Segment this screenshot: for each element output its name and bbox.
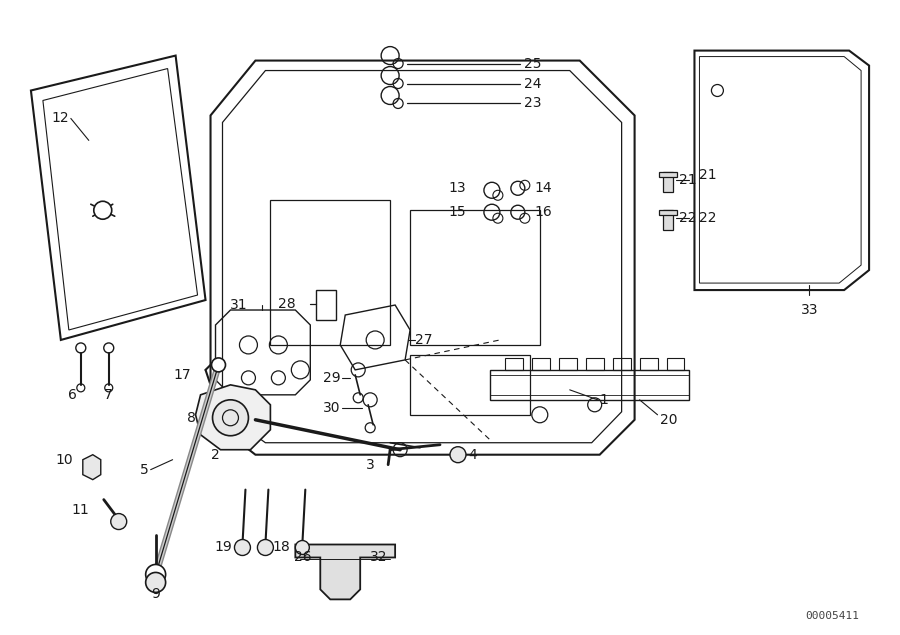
Text: 32: 32 — [370, 551, 388, 565]
Text: 00005411: 00005411 — [806, 612, 860, 621]
Text: 22: 22 — [680, 211, 697, 225]
Polygon shape — [83, 455, 101, 479]
Text: 23: 23 — [524, 97, 541, 110]
Text: 8: 8 — [186, 411, 195, 425]
Circle shape — [146, 565, 166, 584]
Text: 20: 20 — [660, 413, 677, 427]
Text: 19: 19 — [215, 540, 232, 554]
Text: 21: 21 — [680, 173, 698, 187]
Text: 7: 7 — [104, 388, 113, 402]
Text: 16: 16 — [535, 205, 553, 219]
Circle shape — [450, 446, 466, 463]
Text: 9: 9 — [151, 587, 160, 601]
Text: 5: 5 — [140, 463, 148, 477]
Polygon shape — [195, 385, 270, 450]
Text: 33: 33 — [800, 303, 818, 317]
Text: 26: 26 — [293, 551, 311, 565]
Text: 21: 21 — [699, 168, 717, 182]
Text: 28: 28 — [278, 297, 295, 311]
Polygon shape — [295, 544, 395, 599]
Text: 12: 12 — [51, 111, 68, 126]
Circle shape — [212, 358, 226, 372]
Polygon shape — [659, 172, 677, 177]
Text: 14: 14 — [535, 181, 553, 196]
Text: 17: 17 — [173, 368, 191, 382]
Text: 15: 15 — [448, 205, 466, 219]
Text: 29: 29 — [322, 371, 340, 385]
Text: 11: 11 — [71, 502, 89, 517]
Text: 18: 18 — [273, 540, 290, 554]
Text: 6: 6 — [68, 388, 77, 402]
Text: 31: 31 — [230, 298, 248, 312]
Polygon shape — [662, 210, 672, 231]
Polygon shape — [659, 210, 677, 215]
Text: 3: 3 — [366, 458, 375, 472]
Text: 22: 22 — [699, 211, 717, 225]
Text: 10: 10 — [55, 453, 73, 467]
Circle shape — [146, 572, 166, 592]
Text: 30: 30 — [323, 401, 340, 415]
Text: 27: 27 — [415, 333, 433, 347]
Text: 1: 1 — [599, 393, 608, 407]
Circle shape — [212, 400, 248, 436]
Text: 25: 25 — [524, 57, 541, 70]
Circle shape — [295, 540, 310, 554]
Text: 2: 2 — [212, 448, 220, 462]
Circle shape — [235, 540, 250, 556]
Text: 4: 4 — [468, 448, 477, 462]
Text: 24: 24 — [524, 76, 541, 91]
Polygon shape — [662, 172, 672, 192]
Circle shape — [257, 540, 274, 556]
Circle shape — [94, 201, 112, 219]
Circle shape — [111, 514, 127, 530]
Text: 13: 13 — [448, 181, 466, 196]
